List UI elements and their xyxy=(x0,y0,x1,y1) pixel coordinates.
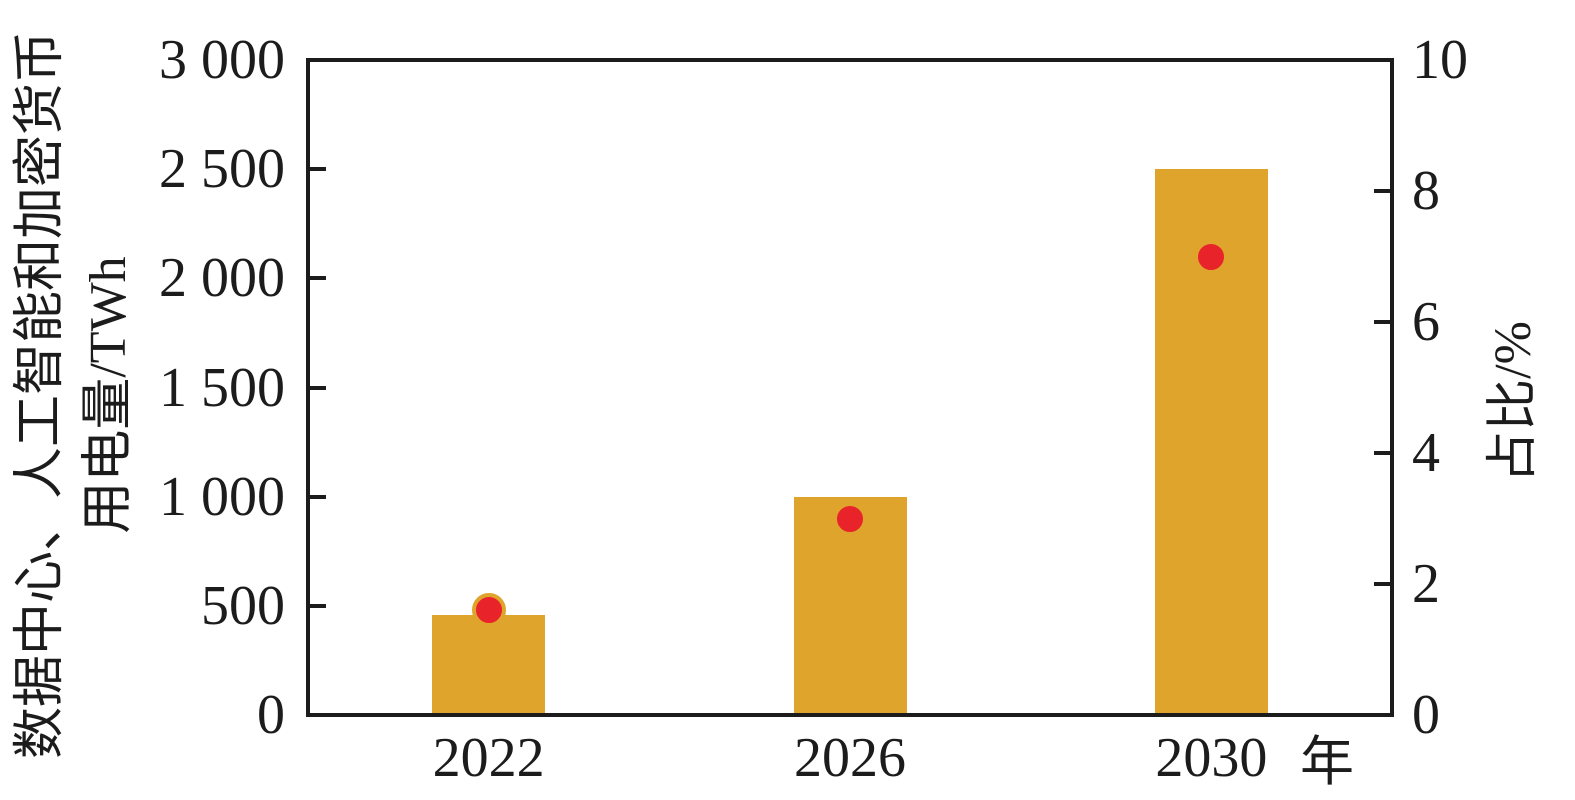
left-axis-tick-label: 2 500 xyxy=(159,138,285,201)
x-tick-label-2030: 2030 xyxy=(1155,727,1268,789)
right-axis-tick-label: 8 xyxy=(1412,160,1440,222)
x-tick-label-2026: 2026 xyxy=(794,727,906,789)
left-axis-tick-label: 500 xyxy=(201,574,285,637)
left-axis-tick xyxy=(310,713,326,717)
right-axis-tick xyxy=(1374,320,1390,324)
share-dot-2022 xyxy=(471,593,506,628)
left-axis-tick xyxy=(310,167,326,172)
right-axis-tick xyxy=(1374,713,1390,717)
right-axis-tick-label: 4 xyxy=(1412,422,1440,484)
consumption-bar-2022 xyxy=(432,614,546,713)
right-axis-tick xyxy=(1374,451,1390,455)
left-axis-tick-label: 0 xyxy=(257,684,285,746)
x-tick-label-2022: 2022 xyxy=(432,727,545,789)
left-axis-tick-label: 2 000 xyxy=(159,247,285,310)
left-axis-tick xyxy=(310,58,326,62)
right-axis-tick xyxy=(1374,58,1390,62)
right-axis-tick-label: 2 xyxy=(1412,553,1440,615)
share-dot-2030 xyxy=(1194,239,1229,274)
right-axis-tick-label: 10 xyxy=(1412,29,1468,91)
left-axis-tick xyxy=(310,603,326,608)
right-axis-tick xyxy=(1374,582,1390,586)
left-axis-tick-label: 3 000 xyxy=(159,29,285,91)
x-axis-unit-label: 年 xyxy=(1300,732,1354,792)
left-axis-tick xyxy=(310,276,326,281)
left-axis-tick-label: 1 000 xyxy=(159,465,285,528)
left-axis-tick xyxy=(310,385,326,390)
left-axis-tick-label: 1 500 xyxy=(159,356,285,419)
right-axis-tick-label: 6 xyxy=(1412,291,1440,353)
share-dot-2026 xyxy=(833,501,867,536)
right-axis-tick xyxy=(1374,189,1390,193)
left-axis-tick xyxy=(310,494,326,499)
right-axis-tick-label: 0 xyxy=(1412,684,1440,746)
